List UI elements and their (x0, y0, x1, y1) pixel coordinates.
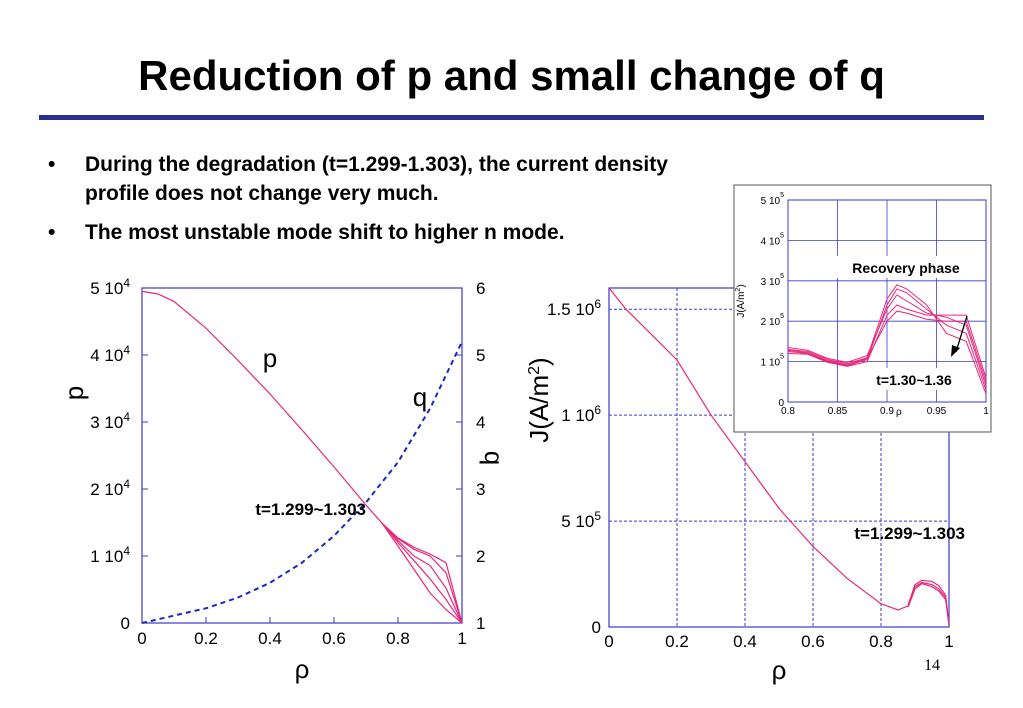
y-axis-label: J(A/m2) (524, 357, 554, 442)
y-tick-label: 1.5 106 (547, 297, 601, 319)
x-tick-label: 0 (604, 632, 613, 651)
y-tick-label: 0 (592, 618, 601, 637)
y-tick-label: 4 104 (90, 343, 130, 365)
bullet-text: The most unstable mode shift to higher n… (85, 221, 565, 244)
inset-title: Recovery phase (852, 260, 960, 276)
y2-tick-label: 1 (476, 614, 485, 633)
x-tick-label: 0.95 (927, 406, 947, 417)
y-tick-label: 1 106 (561, 403, 601, 425)
y-axis-label: J(A/m2) (735, 284, 747, 317)
x-tick-label: 0.85 (828, 406, 848, 417)
y2-tick-label: 5 (476, 346, 485, 365)
y-tick-label: 1 104 (90, 544, 130, 566)
current-density-line (608, 287, 950, 625)
page-number: 14 (924, 657, 940, 674)
p-q-plot-frame (141, 287, 463, 624)
y-tick-label: 3 104 (90, 410, 130, 432)
x-tick-label: 0.9 (880, 406, 894, 417)
x-tick-label: 0.2 (665, 632, 689, 651)
title-rule (39, 115, 984, 120)
bullet-text: During the degradation (t=1.299-1.303), … (85, 153, 668, 205)
current-density-line (907, 579, 950, 625)
x-axis-label: ρ (295, 654, 310, 684)
y-axis-label: p (59, 386, 89, 400)
y2-axis-label: q (479, 451, 509, 465)
y-tick-label: 5 105 (761, 192, 784, 207)
current-density-line (907, 582, 950, 625)
bullet-dot: • (48, 221, 56, 244)
bullet-item: • During the degradation (t=1.299-1.303)… (48, 150, 725, 208)
recovery-current-line (787, 310, 987, 382)
y-tick-label: 1 105 (761, 354, 784, 369)
p-q-chart: 0 1 104 2 104 3 104 4 104 5 104 1 2 3 4 5 6 0 0.2 0.4 0… (59, 276, 509, 684)
x-tick-label: 1 (457, 629, 466, 648)
x-tick-label: 0 (137, 629, 146, 648)
bullet-list: • During the degradation (t=1.299-1.303)… (48, 150, 725, 257)
q-profile-line (141, 341, 463, 624)
pressure-profile-line (141, 290, 463, 624)
q-curve-label: q (413, 382, 427, 412)
time-range-label: t=1.299~1.303 (854, 524, 965, 543)
inset-time-label-background (852, 368, 976, 390)
y-tick-label: 3 105 (761, 273, 784, 288)
x-tick-label: 0.2 (194, 629, 218, 648)
x-axis-label: ρ (772, 655, 787, 685)
y2-tick-label: 3 (476, 480, 485, 499)
slide-title: Reduction of p and small change of q (138, 52, 885, 99)
y2-tick-label: 2 (476, 547, 485, 566)
x-tick-label: 0.8 (781, 406, 795, 417)
y-tick-label: 4 105 (761, 232, 784, 247)
y-tick-label: 0 (778, 398, 784, 409)
trend-arrow-shaft (955, 315, 968, 353)
x-tick-label: 0.8 (386, 629, 410, 648)
recovery-inset: 0.8 0.85 0.9 0.95 1 0 1 105 2 105 3 105 4 105 5 10… (733, 184, 992, 433)
bullet-dot: • (48, 153, 56, 176)
y-tick-label: 2 104 (90, 477, 130, 499)
recovery-current-line (787, 294, 987, 386)
bullet-item: • The most unstable mode shift to higher… (48, 218, 725, 247)
trend-arrow-head (951, 345, 960, 357)
x-tick-label: 0.6 (322, 629, 346, 648)
p-curve-label: p (263, 343, 277, 373)
y-tick-label: 2 105 (761, 313, 784, 328)
x-tick-label: 1 (944, 632, 953, 651)
inset-title-background (834, 256, 978, 278)
y2-tick-label: 6 (476, 279, 485, 298)
x-axis-label: ρ (896, 407, 902, 418)
y-tick-label: 5 105 (561, 509, 601, 531)
x-tick-label: 0.8 (869, 632, 893, 651)
recovery-current-line (787, 288, 987, 391)
recovery-current-line (787, 284, 987, 395)
y2-tick-label: 4 (476, 413, 485, 432)
y-tick-label: 0 (121, 614, 130, 633)
inset-plot-frame (787, 199, 987, 403)
time-range-label: t=1.299~1.303 (255, 500, 366, 519)
inset-time-label: t=1.30~1.36 (876, 372, 952, 388)
pressure-profile-line (381, 522, 463, 624)
x-tick-label: 0.6 (801, 632, 825, 651)
pressure-profile-line (381, 522, 463, 624)
recovery-current-line (787, 304, 987, 378)
x-tick-label: 1 (983, 406, 989, 417)
inset-panel (733, 184, 992, 433)
y-tick-label: 5 104 (90, 276, 130, 298)
x-tick-label: 0.4 (733, 632, 757, 651)
x-tick-label: 0.4 (258, 629, 282, 648)
pressure-profile-line (381, 522, 463, 624)
